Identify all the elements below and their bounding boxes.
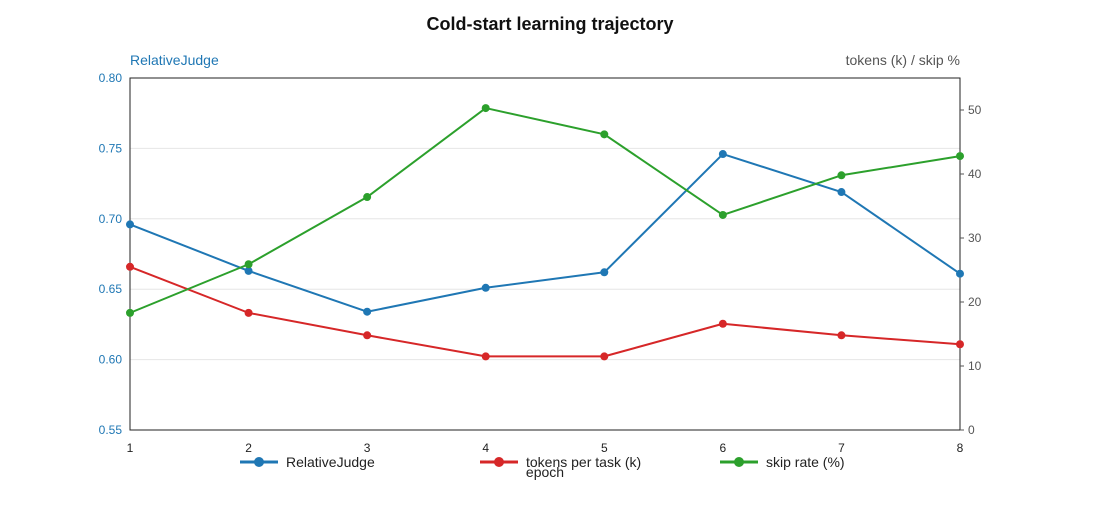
series-1-point: [837, 331, 846, 340]
legend: RelativeJudge tokens per task (k) skip rat…: [240, 454, 845, 470]
grid: [130, 77, 960, 431]
series-1-point: [718, 319, 727, 328]
y-right-tick-label: 30: [968, 231, 982, 245]
y-left-tick-label: 0.75: [99, 141, 123, 155]
series-1-point: [244, 308, 253, 317]
y-left-tick-label: 0.65: [99, 282, 123, 296]
series-0-point: [718, 150, 727, 159]
series-2-point: [837, 171, 846, 180]
series-0-point: [600, 268, 609, 277]
series-2-point: [126, 308, 134, 317]
series-0-point: [481, 283, 490, 292]
y-left-tick-label: 0.70: [99, 212, 123, 226]
x-tick-label: 1: [127, 441, 134, 455]
y-axis-right-label: tokens (k) / skip %: [846, 52, 960, 68]
series-0-point: [126, 220, 134, 229]
series-line-0: [129, 153, 961, 313]
x-tick-label: 5: [601, 441, 608, 455]
x-axis-label: epoch: [526, 464, 564, 480]
x-tick-label: 3: [364, 441, 371, 455]
x-tick-label: 8: [957, 441, 964, 455]
series-0-point: [837, 188, 846, 197]
series-2-point: [956, 152, 964, 161]
y-axis-left-label: RelativeJudge: [130, 52, 219, 68]
series-0-point: [363, 307, 372, 316]
series-1-point: [481, 352, 490, 361]
x-tick-label: 2: [245, 441, 252, 455]
series-2-point: [600, 130, 609, 139]
series-2-point: [244, 260, 253, 269]
series-0-point: [956, 269, 964, 278]
legend-label: tokens per task (k): [526, 454, 641, 470]
y-right-tick-label: 10: [968, 359, 982, 373]
y-right-tick-label: 50: [968, 103, 982, 117]
x-tick-label: 4: [482, 441, 489, 455]
y-right-tick-label: 40: [968, 167, 982, 181]
x-tick-label: 7: [838, 441, 845, 455]
x-tick-label: 6: [720, 441, 727, 455]
y-left-tick-label: 0.60: [99, 353, 123, 367]
series-2-point: [718, 210, 727, 219]
series-1-point: [363, 331, 372, 340]
series-0-point: [244, 266, 253, 275]
series-line-1: [129, 265, 961, 358]
legend-label: RelativeJudge: [286, 454, 375, 470]
plot-area: [129, 77, 961, 431]
series-1-point: [126, 262, 134, 271]
y-right-tick-label: 0: [968, 423, 975, 437]
series-1-point: [600, 352, 609, 361]
y-right-tick-label: 20: [968, 295, 982, 309]
series-2-point: [363, 193, 372, 202]
legend-swatch-marker: [494, 457, 504, 467]
series-2-point: [481, 104, 490, 113]
legend-label: skip rate (%): [766, 454, 845, 470]
y-left-tick-label: 0.55: [99, 423, 123, 437]
y-left-tick-label: 0.80: [99, 71, 123, 85]
axis-ticks: 0.55 0.60 0.65 0.70 0.75 0.80 0 10 20 30 40 50 1 2 3 4 5…: [99, 71, 982, 455]
legend-swatch-marker: [734, 457, 744, 467]
chart-title: Cold-start learning trajectory: [426, 14, 673, 34]
legend-swatch-marker: [254, 457, 264, 467]
series-lines: [126, 104, 964, 361]
series-line-2: [129, 107, 961, 314]
series-1-point: [956, 340, 964, 349]
